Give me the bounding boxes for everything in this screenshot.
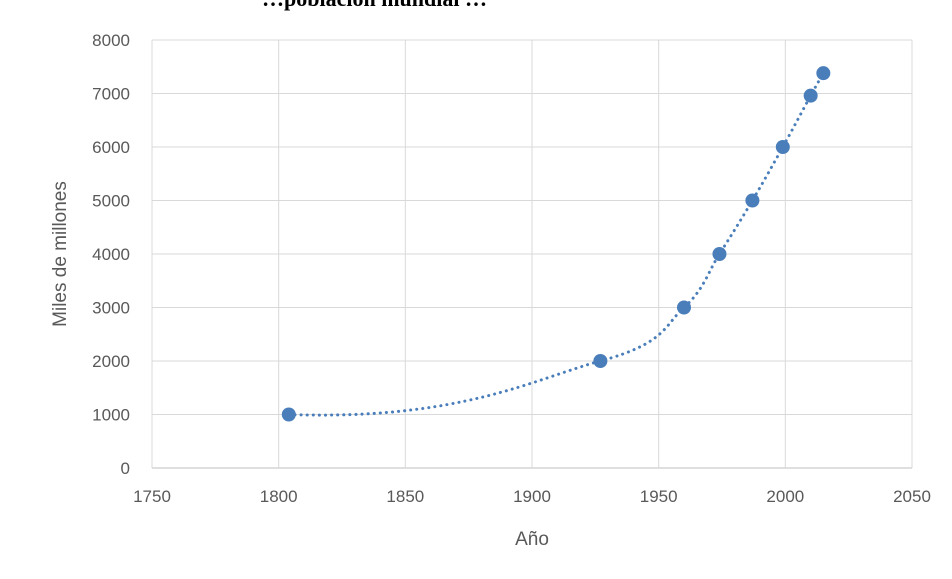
data-point bbox=[593, 354, 608, 368]
data-point bbox=[745, 193, 760, 208]
x-tick-label: 1750 bbox=[133, 487, 171, 506]
x-tick-label: 1950 bbox=[640, 487, 678, 506]
gridlines bbox=[151, 39, 913, 469]
clipped-top-text: …población mundial … bbox=[262, 0, 487, 11]
x-tick-labels: 1750 1800 1850 1900 1950 2000 2050 bbox=[133, 487, 931, 506]
x-axis-title: Año bbox=[515, 529, 549, 550]
y-tick-label: 8000 bbox=[92, 31, 130, 50]
y-tick-label: 3000 bbox=[92, 299, 130, 318]
data-point bbox=[775, 140, 790, 154]
x-tick-label: 2050 bbox=[893, 487, 931, 506]
data-point bbox=[281, 407, 296, 422]
x-tick-label: 1800 bbox=[260, 487, 298, 506]
y-tick-label: 7000 bbox=[92, 85, 130, 104]
data-point bbox=[677, 300, 691, 315]
x-tick-label: 1900 bbox=[513, 487, 551, 506]
y-tick-label: 1000 bbox=[92, 406, 130, 425]
y-axis-title: Miles de millones bbox=[50, 181, 71, 327]
y-tick-label: 2000 bbox=[92, 352, 130, 371]
trendline bbox=[287, 71, 825, 417]
x-tick-label: 2000 bbox=[766, 487, 804, 506]
y-tick-labels: 0 1000 2000 3000 4000 5000 6000 7000 8000 bbox=[92, 31, 130, 478]
y-tick-label: 4000 bbox=[92, 245, 130, 264]
y-tick-label: 0 bbox=[121, 459, 130, 478]
data-point bbox=[816, 66, 831, 81]
data-point bbox=[803, 88, 818, 103]
y-tick-label: 6000 bbox=[92, 138, 130, 157]
data-point bbox=[712, 247, 727, 261]
x-tick-label: 1850 bbox=[386, 487, 424, 506]
y-tick-label: 5000 bbox=[92, 192, 130, 211]
data-points bbox=[281, 66, 831, 422]
